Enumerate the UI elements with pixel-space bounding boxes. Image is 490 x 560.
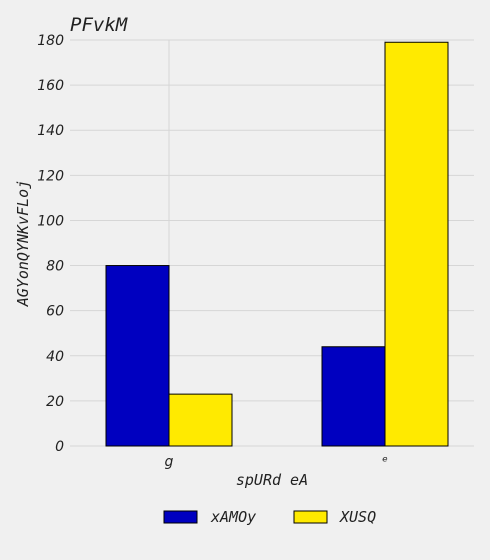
y-tick-label: 0 (55, 439, 64, 455)
chart-title: PFvkM (70, 14, 128, 36)
y-tick-label: 40 (46, 349, 64, 365)
y-tick-label: 20 (46, 394, 64, 410)
legend-swatch-xAMOy (163, 510, 198, 524)
bars (105, 41, 449, 447)
y-axis-label: AGYonQYNKvFLoj (14, 180, 32, 307)
bar-xAMOy-1 (105, 265, 170, 447)
bar-xAMOy-2 (321, 346, 386, 447)
y-tick-label: 160 (37, 78, 64, 94)
x-axis-label: spURd eA (236, 471, 308, 489)
legend-swatch-XUSQ (293, 510, 328, 524)
bar-XUSQ-1 (168, 393, 233, 447)
legend-label-xAMOy: xAMOy (210, 508, 256, 526)
y-axis-ticks: 0 20 40 60 80 100 120 140 160 180 (37, 33, 64, 455)
y-tick-label: 120 (37, 168, 64, 184)
x-tick-label: g (165, 454, 174, 470)
legend: xAMOy XUSQ (163, 508, 376, 526)
bar-XUSQ-2 (384, 41, 449, 447)
y-tick-label: 180 (37, 33, 64, 49)
y-tick-label: 100 (37, 213, 64, 229)
y-tick-label: 80 (46, 259, 64, 275)
y-tick-label: 140 (37, 123, 64, 139)
legend-label-XUSQ: XUSQ (339, 508, 376, 526)
x-tick-label: ᵉ (382, 454, 388, 470)
y-tick-label: 60 (46, 304, 64, 320)
